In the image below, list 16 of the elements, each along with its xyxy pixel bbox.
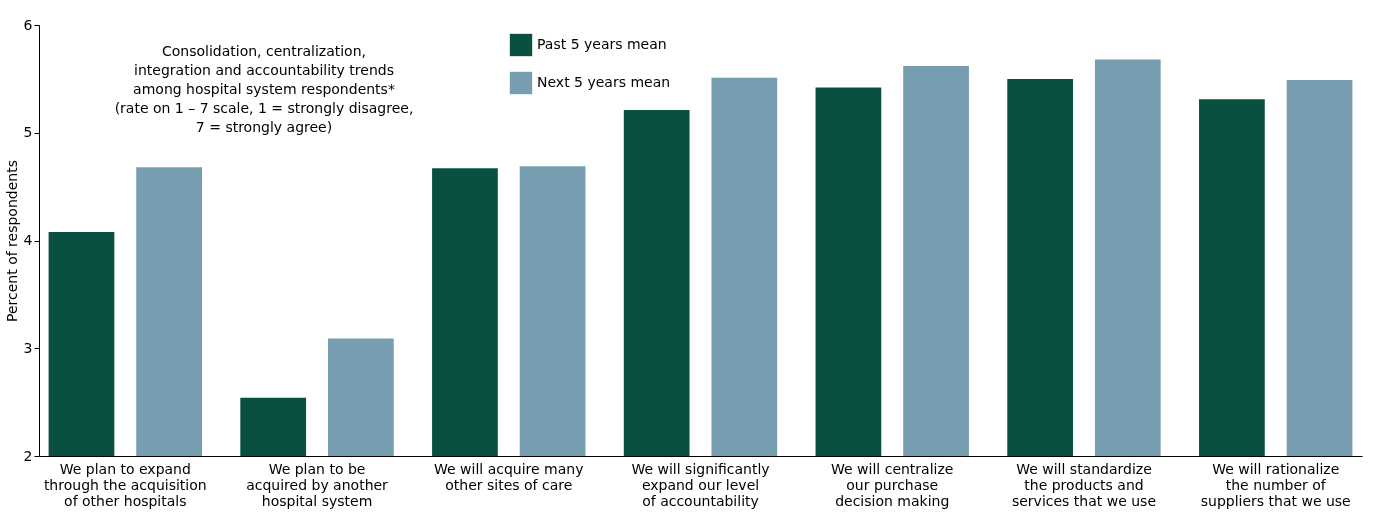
y-tick-label: 2 [23, 447, 33, 464]
x-tick-label: We plan to be acquired by another hospital system [246, 460, 389, 509]
y-tick-label: 5 [23, 124, 33, 141]
y-tick-label: 6 [23, 16, 33, 33]
x-tick-label: We will significantly expand our level of accountability [631, 460, 770, 509]
y-tick-label: 3 [23, 339, 33, 356]
y-axis-title: Percent of respondents [3, 160, 20, 322]
x-tick-label: We will rationalize the number of suppliers that we use [1200, 460, 1351, 509]
legend-label: Past 5 years mean [537, 36, 667, 52]
x-tick-label: We will acquire many other sites of care [434, 460, 584, 493]
annotation: Consolidation, centralization, integration and accountability trends among hospital system respondents* (rate on 1 – 7 scale, 1 = strongly disagree, 7 = strongly agree) [114, 43, 414, 135]
legend-label: Next 5 years mean [537, 74, 671, 90]
x-tick-label: We plan to expand through the acquisition of other hospitals [43, 460, 207, 509]
x-tick-label: We will centralize our purchase decision making [831, 460, 954, 509]
y-tick-label: 4 [23, 232, 33, 248]
x-tick-label: We will standardize the products and services that we use [1011, 460, 1157, 509]
